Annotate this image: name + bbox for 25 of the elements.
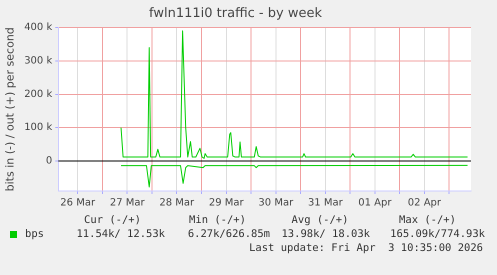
chart-title: fwln111i0 traffic - by week [149,6,322,22]
y-tick-label: 0 [46,156,52,167]
y-tick-label: 200 k [24,88,52,100]
y-tick-label: 400 k [24,22,52,34]
text: Avg (-/+) [290,214,350,226]
text: 165.09k/774.93k [389,228,485,240]
x-tick-label: 27 Mar [110,198,146,209]
text: 11.54k/ 12.53k [75,228,165,240]
x-tick-label: 26 Mar [60,198,96,209]
text: Last update: Fri Apr 3 10:35:00 2026 [248,242,484,254]
text: Cur (-/+) [83,214,142,226]
text: 6.27k/626.85m [186,228,270,240]
y-tick-label: 300 k [24,56,52,67]
x-tick-label: 28 Mar [159,198,196,209]
x-tick-label: 30 Mar [258,198,294,209]
x-tick-label: 29 Mar [208,198,245,209]
x-tick-label: 02 Apr [408,198,442,209]
x-tick-label: 01 Apr [358,198,392,209]
text: Max (-/+) [398,214,457,226]
y-tick-label: 100 k [24,122,52,134]
text: Min (-/+) [188,214,247,226]
y-axis-title: bits in (-) / out (+) per second [3,27,16,192]
legend-label: bps [25,228,44,240]
text: 13.98k/ 18.03k [280,228,370,240]
x-tick-label: 31 Mar [308,198,344,209]
